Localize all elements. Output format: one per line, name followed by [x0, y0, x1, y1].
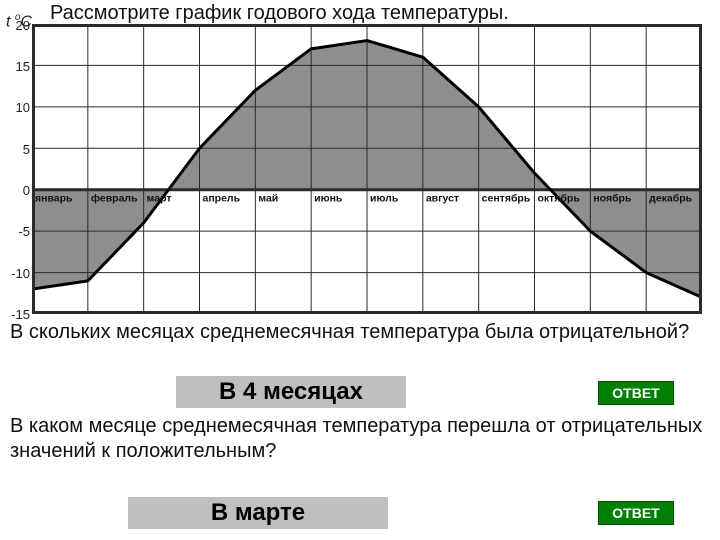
svg-text:октябрь: октябрь — [538, 193, 581, 205]
svg-text:январь: январь — [35, 193, 73, 205]
page-title: Рассмотрите график годового хода темпера… — [50, 2, 509, 25]
answer-1: В 4 месяцах — [176, 376, 406, 408]
ytick: -10 — [6, 266, 30, 281]
svg-text:сентябрь: сентябрь — [482, 193, 531, 205]
question-1: В скольких месяцах среднемесячная темпер… — [10, 320, 710, 345]
svg-text:февраль: февраль — [91, 193, 138, 205]
temperature-chart: январь февраль март апрель май июнь июль август… — [32, 24, 702, 314]
answer-button-2[interactable]: ОТВЕТ — [598, 501, 674, 525]
svg-text:март: март — [147, 193, 172, 205]
ytick: -5 — [6, 224, 30, 239]
svg-text:август: август — [426, 193, 459, 205]
ytick: 10 — [6, 100, 30, 115]
svg-text:декабрь: декабрь — [649, 193, 692, 205]
svg-text:май: май — [258, 193, 278, 205]
svg-text:июль: июль — [370, 193, 399, 205]
ytick: 15 — [6, 59, 30, 74]
answer-button-1[interactable]: ОТВЕТ — [598, 381, 674, 405]
svg-text:ноябрь: ноябрь — [593, 193, 632, 205]
ytick: 20 — [6, 18, 30, 33]
svg-text:июнь: июнь — [314, 193, 343, 205]
ytick: 0 — [6, 183, 30, 198]
svg-text:апрель: апрель — [203, 193, 241, 205]
ytick: 5 — [6, 142, 30, 157]
answer-2: В марте — [128, 497, 388, 529]
question-2: В каком месяце среднемесячная температур… — [10, 414, 710, 464]
